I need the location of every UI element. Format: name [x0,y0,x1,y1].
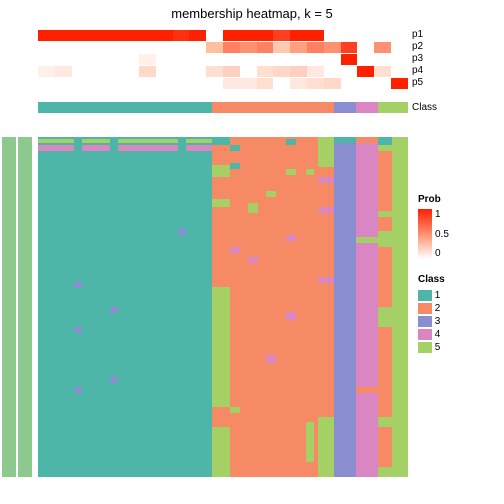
p-label: p1 [412,29,423,40]
prob-legend-title: Prob [418,194,449,205]
p-track-p5 [38,78,408,89]
class-legend-item: 1 [418,289,445,302]
prob-tick: 1 [435,209,449,220]
row-annotation-2 [18,137,32,477]
heatmap-container: 50 x 1 random samplings top 1000 rows p1… [0,24,504,504]
heat-column [230,137,240,477]
heat-column [392,137,408,477]
heat-column [178,137,186,477]
class-legend-item: 2 [418,302,445,315]
p-label: p5 [412,77,423,88]
prob-gradient [418,209,432,259]
prob-legend: Prob 1 0.5 0 [418,194,449,261]
heat-column [318,137,334,477]
class-legend-item: 4 [418,328,445,341]
class-legend-item: 5 [418,341,445,354]
class-row-label: Class [412,102,437,113]
chart-title: membership heatmap, k = 5 [0,0,504,21]
class-annotation-row [38,102,408,113]
p-track-p2 [38,42,408,53]
heat-column [212,137,230,477]
class-legend-title: Class [418,274,445,285]
p-label: p2 [412,41,423,52]
row-annotation-1 [2,137,16,477]
main-heatmap [38,137,408,477]
class-legend-item: 3 [418,315,445,328]
heat-column [74,137,82,477]
p-label: p3 [412,53,423,64]
class-legend: Class 1 2 3 4 5 [418,274,445,354]
p-track-p1 [38,30,408,41]
heat-column [356,137,378,477]
heat-column [110,137,118,477]
p-track-p3 [38,54,408,65]
heat-column [306,137,314,477]
p-label: p4 [412,65,423,76]
p-track-p4 [38,66,408,77]
heat-column [266,137,276,477]
prob-tick: 0 [435,248,449,259]
prob-tick: 0.5 [435,229,449,240]
heat-column [248,137,258,477]
heat-column [334,137,356,477]
heat-column [286,137,296,477]
